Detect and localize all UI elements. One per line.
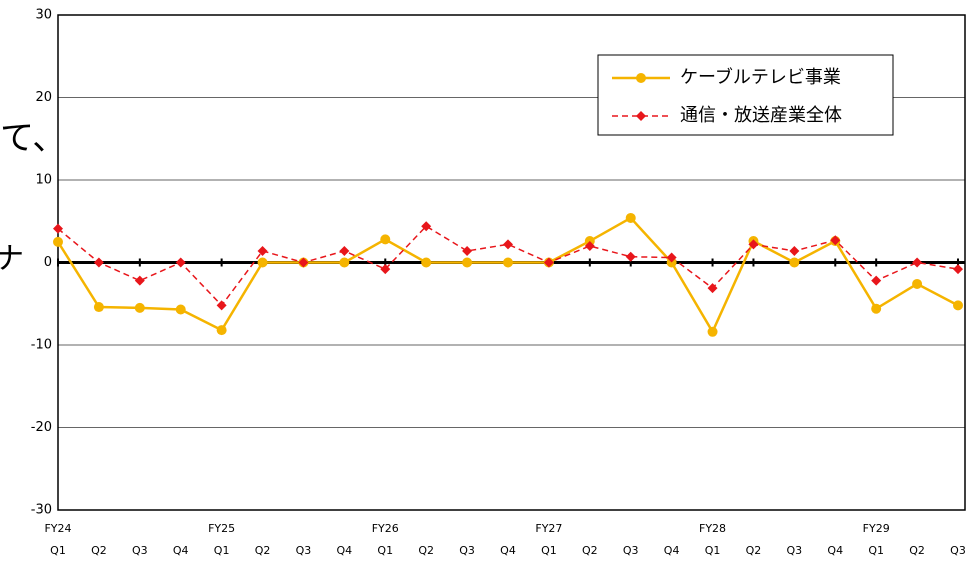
x-tick-label: Q4: [500, 544, 516, 557]
x-tick-label: Q1: [705, 544, 721, 557]
legend-marker: [636, 73, 646, 83]
data-point: [93, 302, 104, 313]
y-tick-label: -20: [31, 420, 52, 435]
data-point: [666, 252, 677, 263]
data-point: [953, 300, 963, 311]
data-point: [953, 264, 963, 275]
x-tick-label: Q2: [582, 544, 598, 557]
data-point: [53, 223, 63, 234]
background-text: て、: [0, 119, 66, 159]
year-label: FY29: [863, 522, 890, 535]
data-point: [707, 326, 718, 337]
data-point: [543, 257, 554, 268]
data-point: [339, 257, 350, 268]
data-point: [421, 257, 432, 268]
y-tick-label: 30: [35, 8, 52, 23]
data-point: [625, 212, 636, 223]
data-point: [339, 245, 350, 256]
x-tick-label: Q4: [337, 544, 353, 557]
y-tick-label: -30: [31, 503, 52, 518]
x-tick-label: Q4: [664, 544, 680, 557]
x-tick-label: Q4: [173, 544, 189, 557]
x-tick-label: Q4: [827, 544, 843, 557]
x-tick-label: Q1: [50, 544, 66, 557]
x-tick-label: Q3: [459, 544, 475, 557]
x-tick-label: Q3: [132, 544, 148, 557]
legend-label: 通信・放送産業全体: [680, 105, 842, 126]
data-point: [380, 234, 391, 245]
y-tick-label: 0: [44, 255, 52, 270]
data-point: [53, 236, 63, 247]
x-tick-label: Q1: [868, 544, 884, 557]
year-label: FY24: [44, 522, 71, 535]
background-text: ナ: [0, 242, 24, 277]
year-label: FY26: [372, 522, 399, 535]
x-tick-label: Q1: [541, 544, 557, 557]
x-tick-label: Q3: [296, 544, 312, 557]
plot-frame: [57, 14, 966, 511]
data-point: [748, 239, 759, 250]
data-point: [789, 257, 800, 268]
data-point: [175, 257, 186, 268]
legend-marker: [636, 111, 646, 121]
data-point: [298, 257, 309, 268]
data-point: [707, 283, 718, 294]
data-point: [789, 245, 800, 256]
data-point: [93, 257, 104, 268]
x-tick-label: Q2: [418, 544, 434, 557]
data-point: [257, 245, 268, 256]
data-point: [912, 257, 923, 268]
x-tick-label: Q3: [787, 544, 803, 557]
data-point: [625, 251, 636, 262]
data-point: [134, 275, 145, 286]
data-point: [503, 239, 513, 250]
data-point: [871, 303, 882, 314]
data-point: [216, 300, 227, 311]
data-point: [584, 241, 595, 251]
data-point: [216, 325, 227, 336]
year-label: FY25: [208, 522, 235, 535]
data-point: [462, 257, 473, 268]
year-label: FY27: [535, 522, 562, 535]
data-point: [175, 304, 186, 315]
data-point: [380, 264, 391, 275]
data-point: [462, 245, 473, 256]
x-tick-label: Q2: [909, 544, 925, 557]
series-line: [57, 225, 959, 307]
y-tick-label: 10: [35, 173, 52, 188]
data-point: [257, 257, 268, 268]
data-point: [503, 257, 513, 268]
legend-box: [597, 54, 894, 136]
y-tick-label: -10: [31, 338, 52, 353]
x-tick-label: Q1: [214, 544, 230, 557]
data-point: [421, 221, 432, 232]
x-tick-label: Q1: [377, 544, 393, 557]
x-tick-label: Q3: [950, 544, 966, 557]
x-tick-label: Q2: [91, 544, 107, 557]
data-point: [871, 275, 882, 286]
data-point: [912, 278, 923, 289]
x-tick-label: Q2: [255, 544, 271, 557]
year-label: FY28: [699, 522, 726, 535]
x-tick-label: Q3: [623, 544, 639, 557]
y-tick-label: 20: [35, 90, 52, 105]
x-tick-label: Q2: [746, 544, 762, 557]
data-point: [134, 302, 145, 313]
data-point: [830, 235, 841, 246]
legend-label: ケーブルテレビ事業: [680, 66, 841, 88]
